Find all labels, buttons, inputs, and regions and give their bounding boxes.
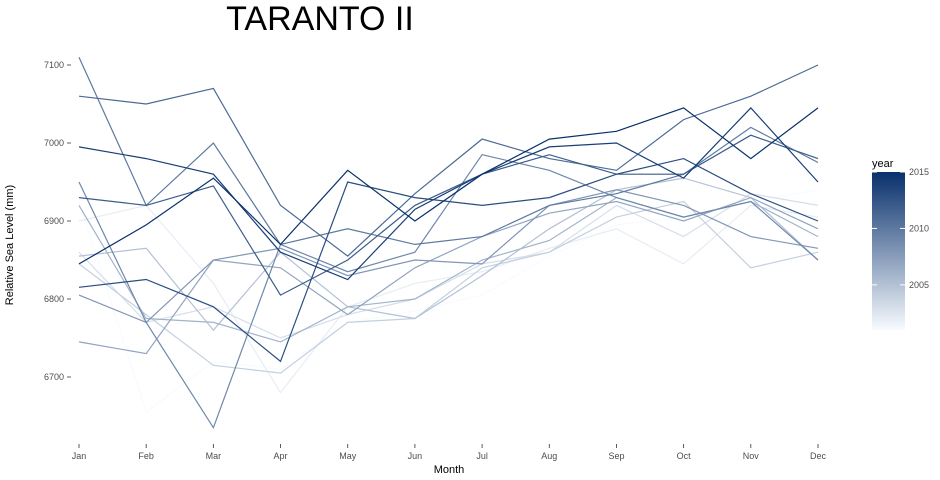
series-group [78,56,819,430]
x-tick-label: Dec [810,451,827,461]
legend-title: year [872,158,894,170]
y-axis-title: Relative Sea Level (mm) [4,185,16,305]
x-tick-label: Jun [408,451,423,461]
series-line-2005 [78,177,819,332]
series-line-2002 [78,204,819,394]
x-tick-label: May [339,451,357,461]
legend-tick-label: 2015 [909,167,929,177]
y-axis: 6700 6800 6900 7000 7100 [44,60,71,382]
x-tick-label: Nov [743,451,760,461]
series-line-2014 [78,107,819,281]
series-line-2004 [78,200,819,374]
x-tick-label: Sep [608,451,624,461]
legend-tick-label: 2005 [909,280,929,290]
chart-title: TARANTO II [226,0,414,38]
series-line-2015 [78,107,819,265]
y-tick-label: 6900 [44,216,64,226]
y-tick-label: 7000 [44,138,64,148]
x-tick-label: Feb [138,451,154,461]
legend-ticks: 2005 2010 2015 [872,167,929,290]
x-axis-title: Month [434,464,465,476]
y-tick-label: 6700 [44,372,64,382]
x-tick-label: Jan [72,451,87,461]
x-tick-label: Mar [206,451,222,461]
y-tick-label: 6800 [44,294,64,304]
series-line-2003 [78,193,819,339]
y-tick-label: 7100 [44,60,64,70]
series-line-2008 [78,189,819,324]
x-tick-label: Apr [274,451,288,461]
series-line-2007 [78,196,819,355]
x-tick-label: Oct [677,451,692,461]
series-line-2012 [78,134,819,296]
x-tick-label: Jul [476,451,488,461]
series-line-2013 [78,157,819,363]
x-tick-label: Aug [541,451,557,461]
x-axis: Jan Feb Mar Apr May Jun Jul Aug Sep Oct Nov Dec [72,444,827,461]
series-line-2009 [78,154,819,430]
series-line-2006 [78,196,819,343]
legend-tick-label: 2010 [909,223,929,233]
legend: year 2005 2010 2015 [872,158,929,330]
legend-colorbar [872,172,905,330]
